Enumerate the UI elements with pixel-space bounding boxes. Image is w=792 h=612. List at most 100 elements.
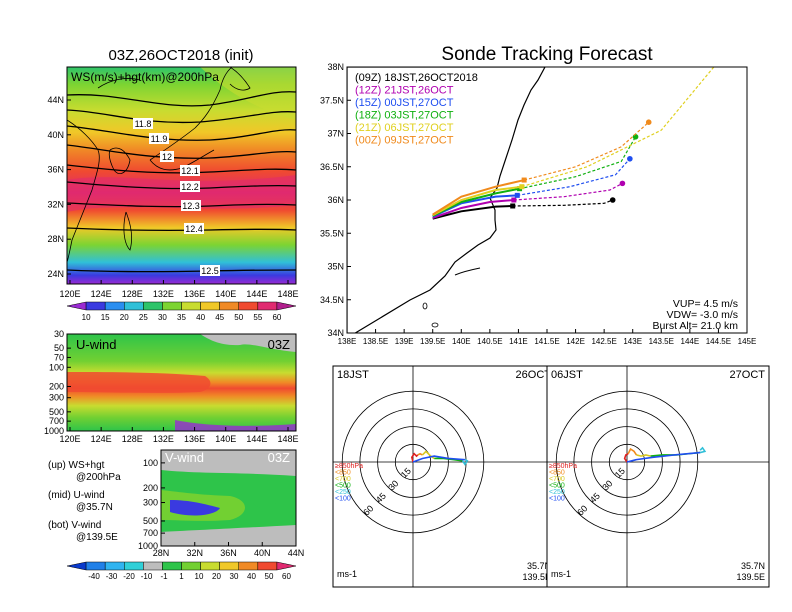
vwind-colorbar-tick: -20 — [123, 572, 135, 581]
vwind-lat-tick-label: 40N — [254, 548, 271, 558]
track-descent-5 — [523, 121, 650, 181]
coastline-peninsula — [454, 267, 481, 276]
map-field-label: WS(m/s)+hgt(km)@200hPa — [71, 70, 219, 84]
hodo-legend-entry: <100 — [549, 496, 565, 503]
tracking-lon-tick-label: 142E — [566, 337, 585, 346]
track-legend-entry: (21Z) 06JST,27OCT — [355, 122, 454, 134]
hodo-units: ms-1 — [337, 569, 357, 579]
ws-colorbar-tick: 30 — [158, 313, 167, 322]
map-lat-tick-label: 40N — [47, 130, 64, 140]
tracking-title: Sonde Tracking Forecast — [441, 44, 653, 65]
hodo-legend-entry: <500 — [549, 483, 565, 490]
tracking-lat-tick-label: 38N — [327, 62, 344, 72]
tracking-legend: (09Z) 18JST,26OCT2018(12Z) 21JST,26OCT(1… — [355, 72, 478, 147]
ws-colorbar: 10 15 20 25 30 35 40 45 50 55 60 — [66, 301, 297, 322]
ws-colorbar-swatch — [124, 301, 144, 311]
vwind-label: V-wind — [165, 450, 204, 465]
track-ascent-3 — [432, 187, 520, 217]
track-legend-entry: (09Z) 18JST,26OCT2018 — [355, 72, 478, 84]
tracking-lat-tick-label: 37.5N — [320, 95, 344, 105]
hodo-ring-label: 15 — [613, 466, 627, 480]
contour-labels: 11.8 11.9 12 12.1 12.2 12.3 12.4 12.5 — [133, 118, 220, 276]
map-lon-ticks: 120E 124E 128E 132E 136E 140E 144E 148E — [59, 280, 299, 299]
ws-colorbar-swatch — [200, 301, 220, 311]
tracking-lat-tick-label: 37N — [327, 129, 344, 139]
vwind-colorbar-tick: 10 — [195, 572, 204, 581]
vwind-colorbar-tick: 50 — [265, 572, 274, 581]
contour-label-11-9: 11.9 — [151, 134, 168, 144]
note-line1: (bot) V-wind — [48, 520, 101, 531]
hodo-profile-segment — [417, 452, 423, 456]
vwind-p-tick-label: 1000 — [138, 541, 158, 551]
hodo-ring-label: 45 — [588, 491, 602, 505]
uwind-p-tick-label: 100 — [49, 362, 64, 372]
vwind-colorbar-tick: 40 — [247, 572, 256, 581]
vwind-lat-tick-label: 28N — [153, 548, 170, 558]
hodo-legend-entry: <700 — [549, 476, 565, 483]
hodo-date: 27OCT — [730, 369, 766, 381]
vwind-colorbar-swatch — [238, 561, 259, 571]
uwind-p-tick-label: 700 — [49, 416, 64, 426]
uwind-lon-tick-label: 148E — [277, 434, 298, 444]
vwind-colorbar-swatch — [143, 561, 163, 571]
uwind-frame — [66, 333, 297, 432]
map-title: 03Z,26OCT2018 (init) — [108, 47, 253, 64]
hodo-profile-segment — [421, 450, 435, 460]
sonde-tracks — [432, 67, 715, 220]
ws-colorbar-swatch — [238, 301, 259, 311]
map-lat-tick-label: 44N — [47, 95, 64, 105]
ws-colorbar-swatch — [257, 301, 278, 311]
uwind-label: U-wind — [76, 337, 116, 352]
tracking-lon-tick-label: 141E — [509, 337, 528, 346]
panel-notes: (up) WS+hgt@200hPa (mid) U-wind@35.7N (bot… — [48, 460, 121, 543]
track-ascent-5 — [432, 179, 525, 216]
hodo-lon: 139.5E — [736, 572, 765, 582]
map-lon-tick-label: 120E — [59, 289, 80, 299]
hodo-legend-entry: <100 — [335, 496, 351, 503]
vwind-colorbar-swatch — [276, 561, 297, 571]
vwind-p-tick-label: 100 — [143, 458, 158, 468]
contour-label-12: 12 — [162, 152, 172, 162]
vwind-patch — [250, 499, 280, 511]
tracking-lon-tick-label: 139E — [395, 337, 414, 346]
track-descent-0 — [512, 199, 613, 207]
track-end-marker-3 — [632, 134, 639, 140]
uwind-gray-region — [200, 334, 296, 352]
hodo-frame — [546, 365, 770, 588]
contour-label-12-4: 12.4 — [185, 224, 203, 234]
hodo-ring-label: 60 — [575, 503, 589, 517]
uwind-p-tick-label: 500 — [49, 407, 64, 417]
vwind-colorbar-swatch — [85, 561, 106, 571]
note-line1: (up) WS+hgt — [48, 460, 105, 471]
vwind-lat-tick-label: 36N — [220, 548, 237, 558]
vwind-p-tick-label: 500 — [143, 516, 158, 526]
vwind-p-tick-label: 200 — [143, 483, 158, 493]
uwind-p-tick-label: 50 — [54, 343, 64, 353]
uwind-p-tick-label: 200 — [49, 381, 64, 391]
tracking-lon-tick-label: 144.5E — [706, 337, 731, 346]
tracking-lat-tick-label: 36N — [327, 195, 344, 205]
ws-colorbar-swatch — [104, 301, 125, 311]
track-legend-entry: (12Z) 21JST,26OCT — [355, 85, 454, 97]
vwind-colorbar-swatch — [181, 561, 201, 571]
map-lat-ticks: 44N 40N 36N 32N 28N 24N — [47, 95, 71, 279]
track-burst-marker-5 — [521, 177, 527, 183]
hodo-lon: 139.5E — [522, 572, 551, 582]
ws-patch — [200, 67, 296, 120]
track-descent-3 — [519, 136, 637, 190]
map-frame — [66, 66, 297, 285]
track-ascent-1 — [432, 199, 514, 219]
hodo-ring-label: 15 — [399, 466, 413, 480]
track-legend-entry: (15Z) 00JST,27OCT — [355, 97, 454, 109]
uwind-lon-tick-label: 136E — [184, 434, 205, 444]
tracking-lon-tick-label: 141.5E — [534, 337, 559, 346]
contour-label-12-5: 12.5 — [201, 266, 219, 276]
track-ascent-4 — [432, 185, 522, 217]
hodo-date: 26OCT — [516, 369, 552, 381]
tracking-param: VUP= 4.5 m/s — [673, 298, 738, 310]
vwind-blue-region — [170, 500, 220, 516]
vwind-colorbar-tick: 20 — [212, 572, 221, 581]
uwind-lon-tick-label: 144E — [246, 434, 267, 444]
